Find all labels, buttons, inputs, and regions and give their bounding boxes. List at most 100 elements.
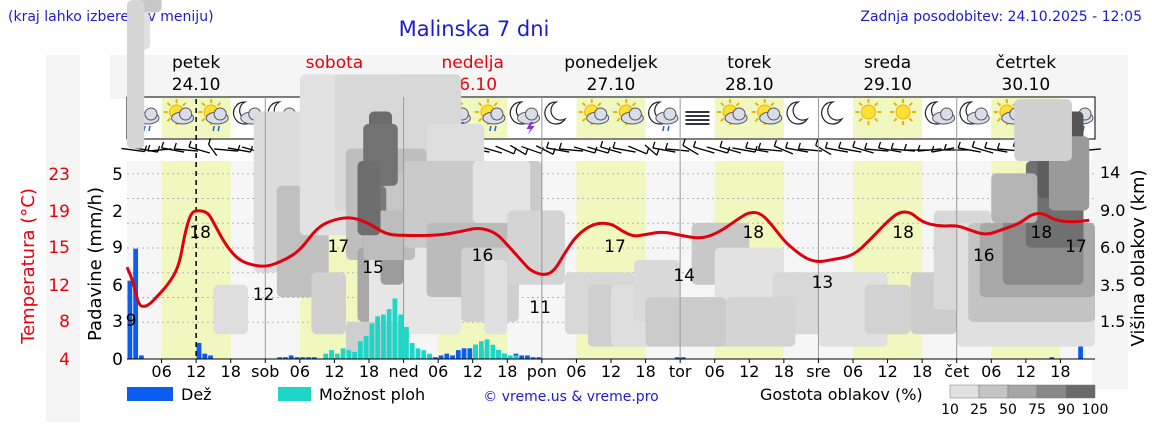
temperature-value-label: 17: [604, 237, 626, 257]
day-date: 30.10: [1002, 75, 1051, 95]
wind-barb: [214, 148, 238, 152]
sun-ray: [858, 117, 863, 122]
sun-ray: [581, 117, 587, 122]
wind-barb-flag: [784, 141, 789, 149]
cloud-patch: [645, 297, 727, 347]
temperature-value-label: 11: [529, 298, 551, 318]
sun-ray: [616, 117, 621, 122]
density-swatch: [1036, 384, 1067, 399]
cloud-puff: [940, 107, 954, 121]
sun-ray: [874, 102, 879, 107]
shower-bar: [352, 351, 357, 359]
wind-barb-flag: [852, 140, 856, 148]
x-tick-label: 12: [186, 362, 206, 381]
sun-cloud-icon: [578, 99, 610, 125]
wind-barb: [758, 148, 783, 152]
rain-bar: [674, 357, 680, 359]
cloud-puff: [974, 107, 988, 121]
wind-barb: [587, 146, 609, 154]
menu-hint[interactable]: (kraj lahko izberete v meniju): [8, 9, 214, 25]
cloud-tick-label: 3.5: [1100, 276, 1125, 295]
x-tick-label: 18: [497, 362, 517, 381]
wind-barb: [774, 145, 794, 155]
sun-ray: [996, 102, 1002, 107]
rain-bar: [196, 342, 202, 359]
day-name: petek: [172, 53, 220, 73]
wind-barb: [134, 147, 158, 153]
x-tick-label: 12: [463, 362, 483, 381]
shower-bar: [507, 355, 513, 359]
shower-bar: [386, 309, 392, 359]
sun-ray: [770, 102, 775, 107]
x-tick-label: pon: [527, 362, 557, 381]
shower-bar: [363, 335, 369, 359]
x-tick-label: sre: [806, 362, 830, 381]
rain-legend-swatch: [127, 387, 173, 401]
wind-barb: [480, 146, 503, 154]
shower-bar: [502, 353, 507, 359]
wind-barb: [121, 147, 145, 153]
sun-ray: [216, 102, 222, 107]
wind-barb-flag: [719, 140, 723, 148]
x-tick-label: 06: [428, 362, 448, 381]
cloud-axis-title: Višina oblakov (km): [1128, 169, 1149, 346]
rain-bar: [525, 355, 530, 359]
wind-barb-flag: [652, 141, 656, 149]
wind-barb: [652, 147, 676, 153]
wind-barb: [174, 148, 198, 152]
wind-barb: [644, 144, 658, 156]
wind-barb-flag: [646, 147, 650, 155]
x-tick-label: 12: [324, 362, 344, 381]
density-scale-label: 25: [970, 402, 988, 418]
sun-ray: [493, 102, 498, 107]
day-name: sobota: [306, 53, 364, 73]
shower-bar: [334, 353, 340, 359]
moon-crescent: [544, 101, 567, 125]
rain-drop: [217, 125, 220, 132]
sun-ray: [166, 102, 171, 107]
rain-bar: [680, 357, 686, 359]
wind-barb-flag: [173, 142, 177, 150]
temperature-value-label: 12: [253, 285, 275, 305]
wind-barb: [958, 147, 981, 153]
wind-barb-flag: [156, 145, 161, 153]
sun-disc: [895, 104, 911, 120]
wind-barb: [495, 145, 515, 155]
wind-barb: [628, 145, 647, 155]
rain-bar: [300, 357, 306, 359]
wind-barb-flag: [754, 145, 758, 153]
sun-cloud-icon: [717, 99, 748, 125]
rain-bar: [306, 357, 311, 359]
shower-bar: [392, 298, 398, 359]
cloud-cover: [127, 0, 1095, 359]
cloud-puff: [663, 107, 677, 121]
x-tick-label: 18: [774, 362, 794, 381]
rain-drop: [489, 125, 492, 132]
wind-barb-flag: [996, 142, 1001, 150]
wind-barb: [852, 146, 874, 154]
x-tick-label: 18: [912, 362, 932, 381]
x-tick-label: ned: [389, 362, 419, 381]
wind-barb-flag: [773, 139, 778, 147]
temperature-value-label: 18: [1031, 223, 1053, 243]
rain-bar: [1049, 357, 1055, 359]
rain-bar: [1078, 346, 1083, 359]
cloud-patch: [507, 210, 565, 285]
x-tick-label: tor: [669, 362, 692, 381]
wind-barb-flag: [692, 140, 697, 148]
wind-barb-flag: [147, 144, 151, 152]
precip-tick-label: 0: [112, 350, 123, 370]
shower-bar: [421, 350, 427, 359]
wind-barb: [719, 146, 742, 154]
rain-bar: [444, 353, 450, 359]
day-name: četrtek: [996, 53, 1057, 73]
credit-link[interactable]: © vreme.us & vreme.pro: [483, 389, 658, 405]
temperature-tick-label: 15: [48, 238, 70, 258]
cloud-patch: [311, 272, 346, 335]
sun-ray: [893, 102, 898, 107]
x-tick-label: 06: [705, 362, 725, 381]
precip-tick-label: 9: [112, 238, 123, 258]
moon-icon: [544, 101, 567, 125]
rain-bar: [311, 357, 317, 359]
density-scale-label: 10: [941, 402, 959, 418]
